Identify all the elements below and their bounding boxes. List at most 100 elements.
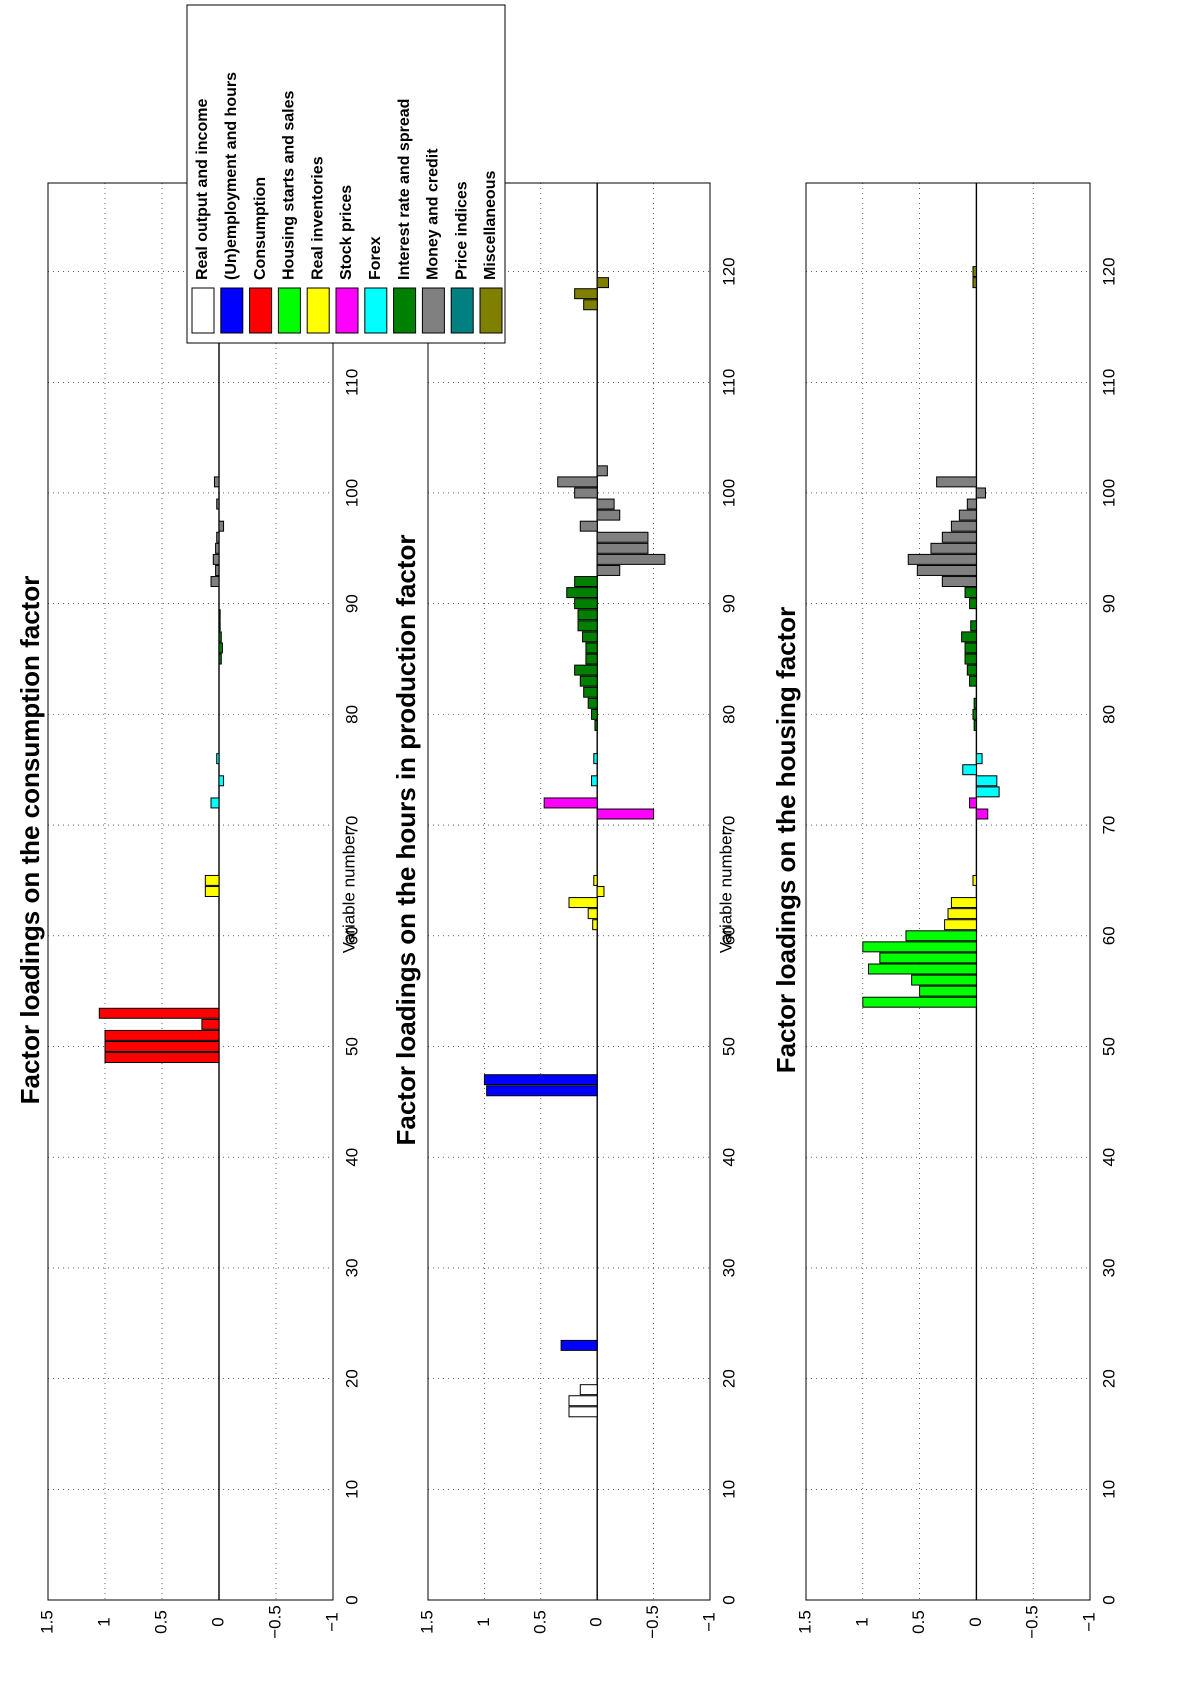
y-tick-label: 1.5 — [37, 1610, 56, 1634]
x-tick-label: 70 — [1099, 816, 1118, 835]
bar — [218, 620, 221, 632]
bar — [560, 1339, 598, 1351]
x-tick-label: 50 — [719, 1037, 738, 1056]
y-tick-label: 0.5 — [530, 1610, 549, 1634]
x-tick-label: 30 — [1099, 1258, 1118, 1277]
x-tick-label: 40 — [1099, 1148, 1118, 1167]
bar — [566, 587, 598, 599]
bar — [568, 1395, 598, 1407]
bar — [962, 764, 977, 776]
chart-title: Factor loadings on the hours in producti… — [391, 535, 421, 1146]
bar — [972, 266, 977, 278]
legend-label: Forex — [367, 236, 384, 280]
bar — [215, 564, 220, 576]
bar — [104, 1041, 220, 1052]
bar — [862, 996, 977, 1008]
bar — [579, 520, 598, 532]
bar — [218, 642, 223, 654]
bar — [975, 786, 1000, 798]
y-tick-label: −0.5 — [1023, 1605, 1042, 1639]
x-tick-label: 40 — [342, 1148, 361, 1167]
y-tick-label: 0 — [966, 1617, 985, 1626]
bar — [964, 653, 977, 665]
bar — [596, 509, 621, 521]
bar — [577, 609, 598, 621]
bar — [596, 465, 608, 477]
legend-swatch — [364, 287, 388, 334]
x-tick-label: 80 — [719, 705, 738, 724]
bar — [596, 808, 655, 820]
x-tick-label: 0 — [342, 1595, 361, 1604]
bar — [591, 708, 598, 720]
bar — [930, 542, 977, 554]
x-tick-label: 90 — [342, 594, 361, 613]
panel-1: 0102030405060708090100110120−1−0.500.511… — [37, 182, 361, 1639]
x-tick-label: 110 — [719, 369, 738, 396]
legend-swatch — [479, 287, 503, 334]
bar — [966, 664, 977, 676]
bar — [941, 531, 977, 543]
legend-swatch — [335, 287, 359, 334]
x-tick-label: 120 — [719, 257, 738, 285]
bar — [964, 587, 977, 599]
x-tick-label: 100 — [1099, 479, 1118, 507]
bar — [585, 642, 598, 654]
x-tick-label: 0 — [719, 1595, 738, 1604]
bar — [596, 553, 666, 565]
bar — [587, 908, 598, 920]
bar — [574, 487, 598, 499]
y-tick-label: −1 — [1079, 1612, 1098, 1631]
bar — [218, 609, 221, 621]
bar — [905, 930, 977, 942]
x-tick-label: 20 — [1099, 1369, 1118, 1388]
x-tick-label: 10 — [719, 1480, 738, 1499]
bar — [975, 775, 998, 787]
legend: Real output and income (Un)employment and… — [186, 4, 506, 344]
y-tick-label: −1 — [699, 1612, 718, 1631]
panel-2: 0 10 20 30 40 50 60 70 80 90 100 110 120 −1 −0.5 0 0.5 1 1… — [417, 182, 738, 1639]
y-tick-label: 1 — [94, 1617, 113, 1626]
bar — [596, 277, 609, 289]
bar — [591, 775, 598, 787]
bar — [596, 542, 649, 554]
bar — [593, 874, 598, 886]
chart-title: Factor loadings on the housing factor — [771, 607, 801, 1074]
bar — [557, 476, 598, 488]
legend-label: Price indices — [453, 181, 470, 280]
bar — [210, 576, 220, 588]
bar — [483, 1074, 598, 1086]
x-tick-label: 10 — [1099, 1480, 1118, 1499]
bar — [964, 642, 977, 654]
y-tick-label: 0 — [587, 1617, 606, 1626]
legend-swatch — [220, 287, 244, 334]
bar — [218, 520, 225, 532]
bar — [212, 553, 220, 565]
x-tick-label: 110 — [1099, 369, 1118, 396]
bar — [950, 520, 977, 532]
bar — [574, 576, 598, 588]
bar — [975, 808, 989, 820]
x-tick-label: 50 — [1099, 1037, 1118, 1056]
bar — [579, 675, 598, 687]
bar — [958, 509, 977, 521]
bar — [944, 919, 977, 931]
bar — [486, 1085, 598, 1097]
bar — [583, 686, 598, 698]
bar — [204, 886, 220, 897]
bar — [947, 908, 977, 920]
bar — [204, 874, 220, 886]
x-tick-label: 60 — [342, 926, 361, 945]
x-tick-label: 50 — [342, 1037, 361, 1056]
legend-box — [186, 4, 506, 344]
y-tick-label: 0.5 — [151, 1610, 170, 1634]
bar — [596, 564, 621, 576]
legend-swatch — [421, 287, 445, 334]
legend-swatch — [191, 287, 215, 334]
legend-label: (Un)employment and hours — [223, 72, 240, 280]
bar — [972, 708, 977, 720]
bar — [574, 288, 598, 300]
bar — [579, 1384, 598, 1396]
bar — [218, 653, 222, 665]
y-tick-label: 1.5 — [795, 1610, 814, 1634]
bar — [973, 697, 977, 709]
